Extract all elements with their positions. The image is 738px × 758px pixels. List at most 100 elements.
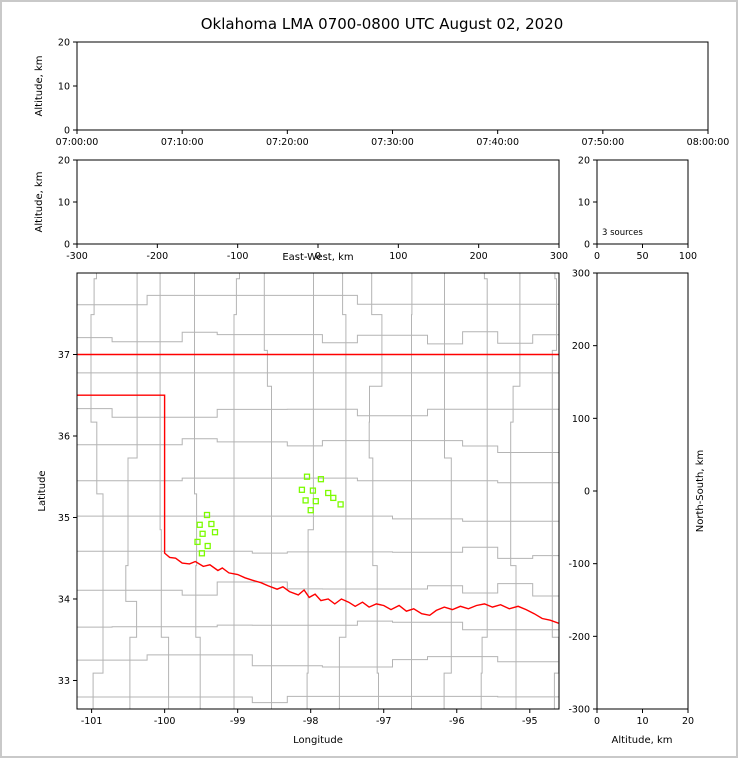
plan-view-xlabel: Longitude — [293, 735, 343, 746]
tick-label: 0 — [64, 240, 70, 251]
tick-label: 300 — [572, 269, 590, 280]
tick-label: 10 — [578, 198, 590, 209]
tick-label: -97 — [376, 716, 392, 727]
county-line — [443, 273, 452, 709]
tick-label: 0 — [594, 251, 600, 262]
county-line — [159, 273, 170, 709]
tick-label: 50 — [636, 251, 648, 262]
tick-label: 0 — [315, 251, 321, 262]
tick-label: -200 — [568, 632, 590, 643]
tick-label: 36 — [58, 431, 70, 442]
tick-label: 07:00:00 — [56, 137, 99, 148]
panel-time-height-frame — [76, 41, 709, 131]
county-line — [77, 331, 559, 345]
ew-height-ylabel: Altitude, km — [34, 172, 45, 233]
source-point — [303, 473, 311, 480]
tick-label: 100 — [389, 251, 407, 262]
county-line — [77, 408, 559, 418]
county-line — [77, 581, 559, 597]
tick-label: 100 — [679, 251, 697, 262]
tick-label: 0 — [584, 240, 590, 251]
tick-label: -100 — [227, 251, 249, 262]
source-point — [196, 521, 203, 528]
source-point — [330, 494, 337, 502]
tick-label: 0 — [584, 487, 590, 498]
county-line — [480, 273, 488, 709]
figure-title: Oklahoma LMA 0700-0800 UTC August 02, 20… — [201, 15, 564, 33]
tick-label: 07:20:00 — [266, 137, 309, 148]
tick-label: 07:10:00 — [161, 137, 204, 148]
time-height-ylabel: Altitude, km — [34, 56, 45, 117]
histogram-annotation: 3 sources — [602, 228, 643, 238]
tick-label: 07:40:00 — [476, 137, 519, 148]
tick-label: 07:30:00 — [371, 137, 414, 148]
map-layers — [77, 273, 559, 709]
tick-label: 10 — [58, 198, 70, 209]
county-line — [77, 695, 559, 704]
tick-label: 37 — [58, 350, 70, 361]
state-border — [77, 394, 559, 625]
tick-label: -300 — [568, 705, 590, 716]
source-point — [312, 498, 319, 505]
panel-histogram-frame — [596, 159, 689, 245]
county-line — [77, 438, 559, 453]
source-point — [198, 550, 206, 557]
source-point — [208, 520, 215, 528]
tick-label: -300 — [66, 251, 88, 262]
tick-label: 200 — [572, 341, 590, 352]
county-line — [77, 546, 559, 559]
county-line — [77, 477, 559, 484]
tick-label: 20 — [58, 156, 70, 167]
source-point — [211, 529, 219, 536]
plot-content: 07:00:00 07:10:00 07:20:00 07:30:00 07:40:00… — [56, 38, 730, 728]
tick-label: -100 — [154, 716, 176, 727]
source-point — [302, 497, 309, 504]
source-point — [317, 476, 325, 483]
county-line — [263, 273, 272, 709]
tick-label: -98 — [303, 716, 319, 727]
tick-label: 07:50:00 — [581, 137, 624, 148]
tick-label: 300 — [550, 251, 568, 262]
source-point — [194, 538, 201, 546]
tick-label: 200 — [470, 251, 488, 262]
ew-height-xlabel: East-West, km — [282, 252, 353, 263]
tick-label: -96 — [449, 716, 465, 727]
tick-label: -95 — [522, 716, 538, 727]
panel-ew-height-frame — [76, 159, 560, 245]
tick-label: 34 — [58, 594, 70, 605]
county-line — [233, 273, 240, 709]
source-point — [337, 501, 344, 508]
county-line — [90, 273, 104, 709]
county-line — [510, 273, 521, 709]
tick-label: 10 — [58, 82, 70, 93]
panel-plan-view-frame — [76, 272, 560, 710]
source-point — [204, 542, 211, 550]
ns-height-xlabel: Altitude, km — [612, 735, 673, 746]
tick-label: 0 — [594, 716, 600, 727]
tick-label: 08:00:00 — [687, 137, 730, 148]
tick-label: 35 — [58, 513, 70, 524]
tick-label: -101 — [81, 716, 103, 727]
source-point — [203, 511, 211, 519]
tick-label: 20 — [682, 716, 694, 727]
tick-label: -100 — [568, 559, 590, 570]
county-line — [194, 273, 201, 709]
county-line — [306, 273, 314, 709]
tick-label: 0 — [64, 126, 70, 137]
source-point — [298, 486, 306, 493]
source-point — [307, 507, 314, 514]
ns-height-ylabel: North-South, km — [695, 450, 706, 533]
source-point — [309, 487, 317, 494]
tick-label: 33 — [58, 676, 70, 687]
county-line — [77, 620, 559, 631]
county-line — [551, 273, 559, 709]
plan-view-ylabel: Latitude — [37, 470, 48, 511]
tick-label: 20 — [58, 38, 70, 49]
county-line — [77, 654, 559, 668]
panel-ns-height-frame — [596, 272, 689, 710]
tick-label: 100 — [572, 414, 590, 425]
tick-label: 20 — [578, 156, 590, 167]
county-line — [77, 515, 559, 522]
